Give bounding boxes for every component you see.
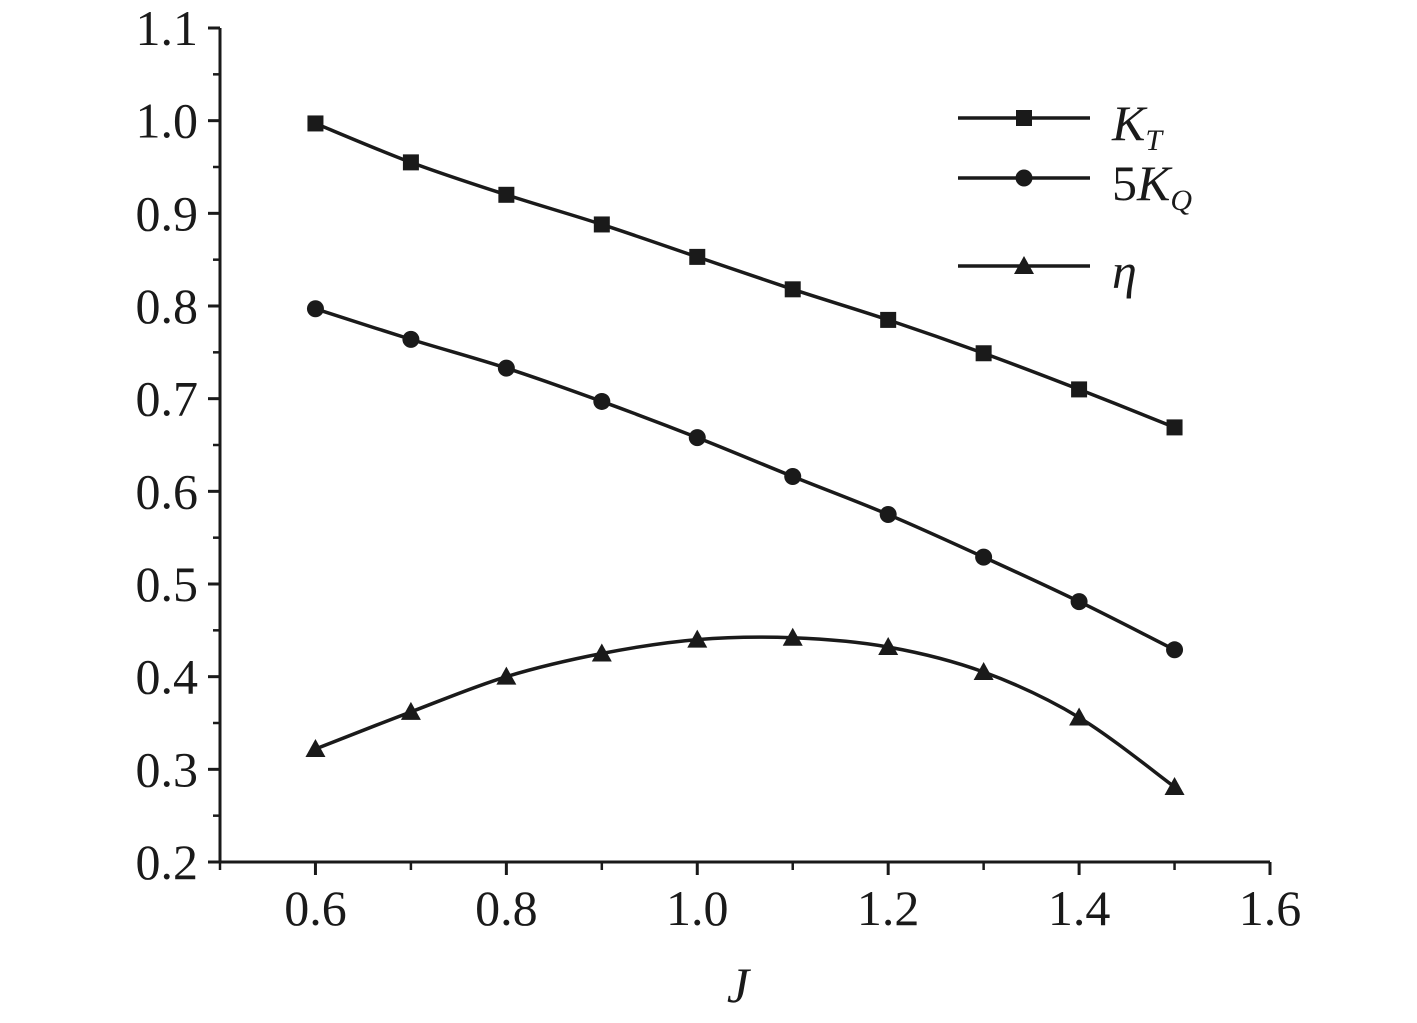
x-tick-label: 1.0 [666, 880, 729, 936]
data-point [880, 311, 897, 328]
data-point [593, 216, 610, 233]
x-tick-label: 0.6 [284, 880, 347, 936]
data-point [973, 662, 994, 681]
series-line [314, 635, 1176, 789]
data-point [402, 154, 419, 171]
x-axis-title: J [727, 957, 752, 1013]
data-point [1166, 641, 1184, 659]
y-tick-label: 0.4 [136, 649, 199, 705]
legend-label: KT [1111, 95, 1164, 157]
series-layer [305, 115, 1185, 795]
x-tick-label: 1.2 [857, 880, 920, 936]
data-point [1166, 419, 1183, 436]
data-point [307, 115, 324, 132]
data-point [593, 392, 611, 410]
x-tick-label: 1.4 [1048, 880, 1111, 936]
series-2 [305, 627, 1185, 795]
legend-label: η [1112, 243, 1137, 299]
legend-swatch-marker [1014, 256, 1034, 274]
series-line [314, 121, 1176, 430]
data-point [496, 666, 517, 685]
data-point [688, 429, 706, 447]
y-tick-label: 0.6 [136, 463, 199, 519]
axes: 0.2 0.3 0.4 0.5 0.6 0.7 0.8 0.9 1.0 1.1 0.6 0.8 1.0 1… [136, 0, 1302, 1013]
x-tick-label: 0.8 [475, 880, 538, 936]
y-tick-label: 0.7 [136, 371, 199, 427]
data-point [784, 468, 802, 486]
y-tick-label: 1.1 [136, 0, 199, 56]
data-point [878, 637, 899, 656]
y-tick-label: 1.0 [136, 93, 199, 149]
y-tick-label: 0.2 [136, 834, 199, 890]
data-point [782, 627, 803, 646]
data-point [687, 629, 708, 648]
data-point [591, 643, 612, 662]
series-1 [306, 300, 1184, 659]
data-point [1071, 381, 1088, 398]
data-point [975, 548, 993, 566]
series-0 [307, 115, 1183, 436]
data-point [305, 738, 326, 757]
y-tick-label: 0.5 [136, 556, 199, 612]
data-point [689, 248, 706, 265]
legend-swatch-marker [1015, 169, 1033, 187]
x-tick-label: 1.6 [1239, 880, 1302, 936]
data-point [400, 701, 421, 720]
y-tick-label: 0.3 [136, 741, 199, 797]
y-tick-label: 0.8 [136, 278, 199, 334]
legend-swatch-marker [1016, 110, 1032, 126]
data-point [402, 330, 420, 348]
data-point [1070, 593, 1088, 611]
series-line [314, 307, 1176, 652]
legend-label: 5KQ [1112, 155, 1192, 217]
data-point [879, 506, 897, 523]
data-point [975, 345, 992, 362]
data-point [497, 359, 515, 377]
data-point [1069, 707, 1090, 726]
data-point [306, 300, 324, 318]
data-point [498, 186, 515, 203]
data-point [784, 281, 801, 298]
data-point [1164, 776, 1185, 795]
y-tick-label: 0.9 [136, 185, 199, 241]
